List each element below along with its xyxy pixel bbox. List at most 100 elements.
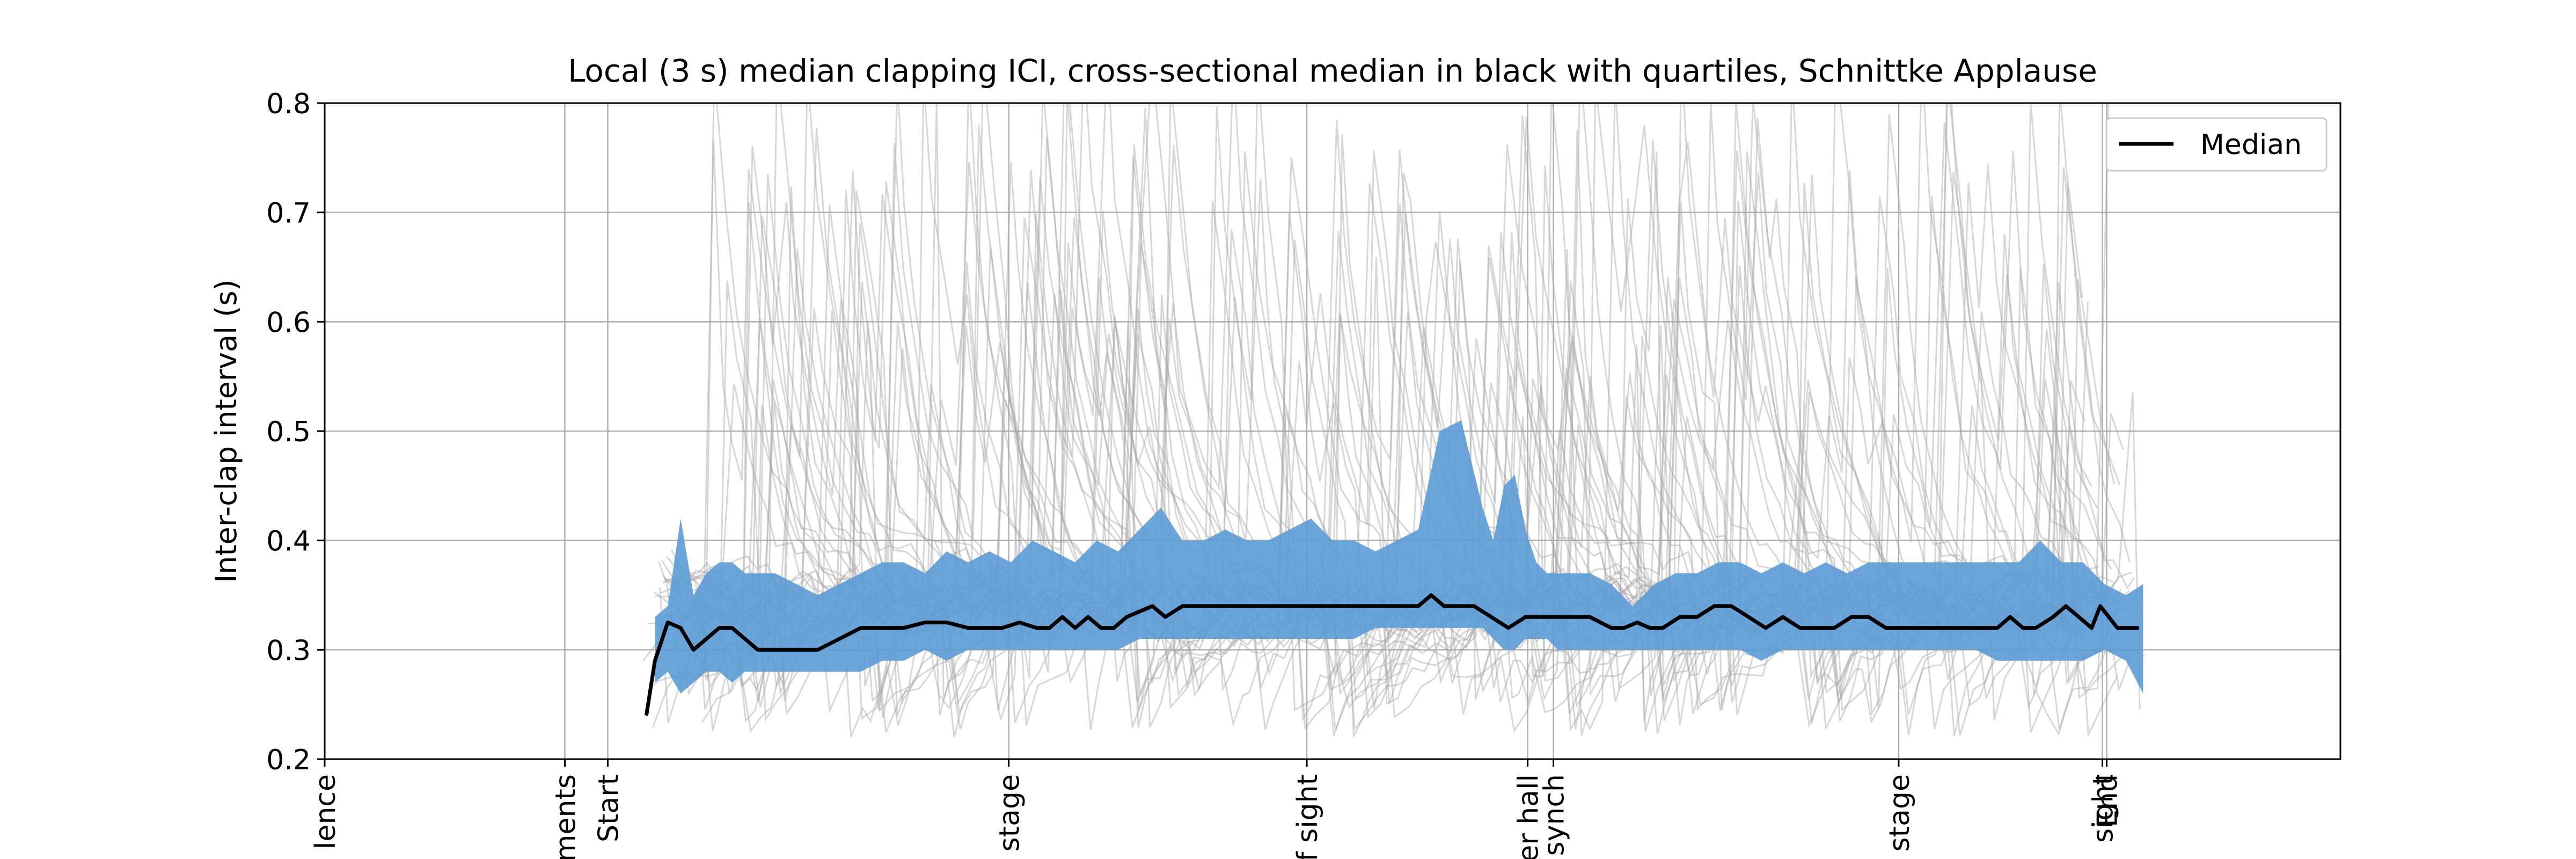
median-point: [1268, 605, 1269, 607]
median-point: [1443, 605, 1445, 607]
median-point: [1636, 622, 1638, 623]
median-point: [2065, 605, 2067, 607]
median-point: [1473, 605, 1475, 607]
legend-median-label: Median: [2200, 129, 2302, 161]
x-tick-label: stage: [1884, 774, 1916, 851]
x-tick-label: Start: [592, 774, 625, 842]
median-point: [903, 627, 904, 629]
median-point: [1374, 605, 1376, 607]
x-tick-label: lence: [310, 774, 342, 849]
median-point: [1126, 616, 1128, 618]
legend: Median: [2105, 117, 2328, 172]
median-point: [667, 622, 669, 623]
median-line-group: [644, 593, 2140, 716]
y-tick-label: 0.6: [266, 307, 311, 339]
median-point: [924, 622, 926, 623]
median-point: [1165, 616, 1166, 618]
median-point: [646, 715, 647, 716]
median-point: [1919, 627, 1921, 629]
median-point: [1430, 594, 1432, 596]
x-tick-label: sight: [2087, 774, 2119, 843]
grid-lines: [324, 102, 2340, 760]
median-point: [1087, 616, 1089, 618]
median-point: [1538, 616, 1539, 618]
median-point: [1456, 605, 1458, 607]
median-point: [654, 660, 656, 661]
median-point: [1113, 627, 1115, 629]
median-point: [1868, 616, 1869, 618]
median-point: [706, 638, 707, 639]
median-point: [1525, 616, 1526, 618]
legend-box: [2105, 117, 2328, 172]
median-point: [1036, 627, 1037, 629]
median-point: [881, 627, 883, 629]
median-point: [1417, 605, 1419, 607]
median-point: [1490, 616, 1492, 618]
median-point: [1589, 616, 1591, 618]
x-tick-label: synch: [1539, 774, 1571, 856]
median-point: [1885, 627, 1886, 629]
median-point: [2022, 627, 2024, 629]
y-tick-label: 0.3: [266, 635, 311, 667]
chart-title: Local (3 s) median clapping ICI, cross-s…: [568, 53, 2097, 89]
median-point: [817, 649, 818, 651]
median-point: [1996, 627, 1998, 629]
median-point: [1289, 605, 1291, 607]
median-point: [860, 627, 861, 629]
median-point: [2009, 616, 2011, 618]
median-point: [1623, 627, 1625, 629]
median-point: [719, 627, 720, 629]
median-point: [1550, 616, 1552, 618]
median-point: [1311, 605, 1312, 607]
median-point: [2091, 627, 2092, 629]
median-point: [1152, 605, 1153, 607]
median-point: [1353, 605, 1355, 607]
median-point: [1001, 627, 1003, 629]
x-tick-label: f sight: [1292, 774, 1324, 859]
y-tick-label: 0.2: [266, 744, 311, 776]
median-point: [946, 622, 947, 623]
median-point: [1507, 627, 1509, 629]
median-point: [1953, 627, 1955, 629]
median-point: [1679, 616, 1681, 618]
median-point: [1074, 627, 1076, 629]
median-point: [839, 638, 840, 639]
median-point: [2125, 627, 2127, 629]
median-point: [1714, 605, 1715, 607]
y-tick-label: 0.5: [266, 416, 311, 448]
median-point: [2052, 616, 2054, 618]
median-point: [1902, 627, 1904, 629]
median-point: [1851, 616, 1852, 618]
median-point: [1696, 616, 1698, 618]
median-point: [731, 627, 733, 629]
median-point: [757, 649, 759, 651]
median-point: [796, 649, 797, 651]
median-point: [1799, 627, 1801, 629]
median-point: [1568, 616, 1569, 618]
median-point: [1332, 605, 1333, 607]
median-point: [1100, 627, 1102, 629]
median-point: [774, 649, 776, 651]
median-point: [1182, 605, 1183, 607]
median-point: [744, 638, 746, 639]
median-point: [1748, 616, 1750, 618]
y-axis-label: Inter-clap interval (s): [209, 279, 243, 583]
median-point: [967, 627, 969, 629]
median-point: [1662, 627, 1664, 629]
median-point: [1246, 605, 1248, 607]
median-point: [1782, 616, 1784, 618]
median-point: [1765, 627, 1767, 629]
x-tick-label: er hall: [1513, 774, 1545, 859]
y-tick-label: 0.4: [266, 526, 311, 558]
median-point: [1731, 605, 1732, 607]
median-point: [2035, 627, 2037, 629]
median-point: [2117, 627, 2118, 629]
median-point: [1649, 627, 1651, 629]
median-point: [693, 649, 694, 651]
median-point: [1225, 605, 1226, 607]
y-tick-label: 0.8: [266, 88, 311, 120]
median-point: [1062, 616, 1063, 618]
